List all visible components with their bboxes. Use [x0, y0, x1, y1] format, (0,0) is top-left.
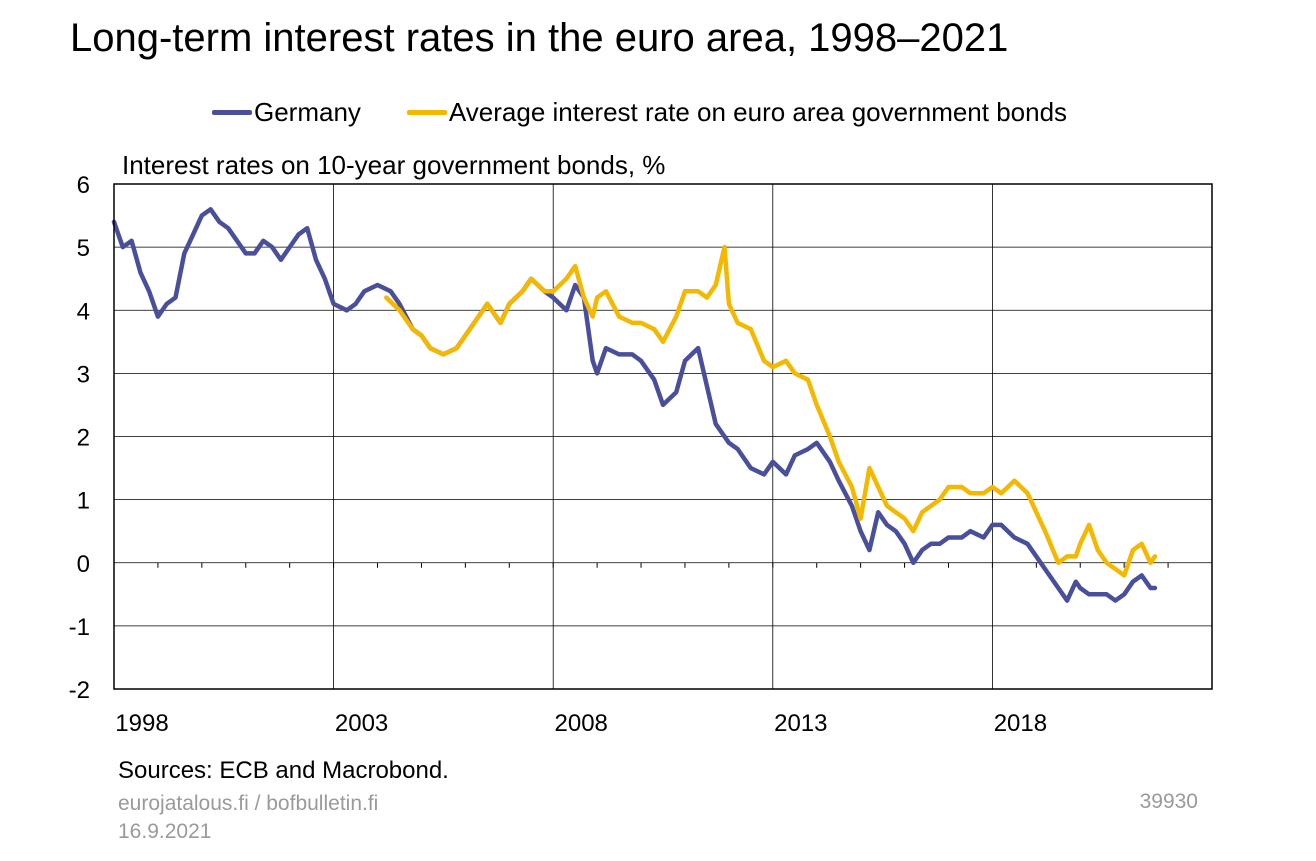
- series-line-euro-area-average: [384, 244, 1158, 578]
- series-line-germany: [111, 207, 1158, 603]
- chart-id: 39930: [1139, 790, 1198, 813]
- y-axis-label: Interest rates on 10-year government bon…: [122, 150, 666, 180]
- y-tick-label: -1: [69, 614, 90, 641]
- plot-border: [113, 183, 1213, 690]
- series-layer: [111, 207, 1158, 603]
- y-tick-label: 3: [77, 361, 90, 388]
- footer-site-date: eurojatalous.fi / bofbulletin.fi 16.9.20…: [118, 790, 378, 846]
- x-tick-label: 2013: [774, 710, 827, 737]
- y-tick-label: 5: [77, 235, 90, 262]
- x-tick-label: 2018: [994, 710, 1047, 737]
- y-tick-label: 1: [77, 488, 90, 515]
- legend-item-euro-area-average: Average interest rate on euro area gover…: [406, 96, 1068, 128]
- legend-swatch-germany: [212, 109, 252, 115]
- x-tick-label: 2003: [335, 710, 388, 737]
- chart-legend: Germany Average interest rate on euro ar…: [212, 96, 1067, 128]
- legend-swatch-euro-area-average: [406, 109, 447, 115]
- x-tick-label: 1998: [115, 710, 168, 737]
- legend-label-euro-area-average: Average interest rate on euro area gover…: [448, 96, 1068, 127]
- y-tick-labels: -2 -1 0 1 2 3 4 5 6: [69, 172, 90, 704]
- x-tick-labels: 1998 2003 2008 2013 2018: [115, 710, 1047, 737]
- y-tick-label: 4: [77, 298, 90, 325]
- y-tick-label: -2: [69, 677, 90, 704]
- footer-date: 16.9.2021: [118, 820, 212, 843]
- legend-item-germany: Germany: [212, 97, 361, 128]
- y-tick-label: 2: [77, 425, 90, 452]
- y-tick-label: 0: [77, 551, 90, 578]
- y-tick-label: 6: [77, 172, 90, 199]
- sources-note: Sources: ECB and Macrobond.: [118, 757, 449, 784]
- footer-site: eurojatalous.fi / bofbulletin.fi: [118, 792, 379, 815]
- x-tick-label: 2008: [555, 710, 608, 737]
- chart-title: Long-term interest rates in the euro are…: [70, 16, 1009, 60]
- legend-label-germany: Germany: [254, 96, 361, 127]
